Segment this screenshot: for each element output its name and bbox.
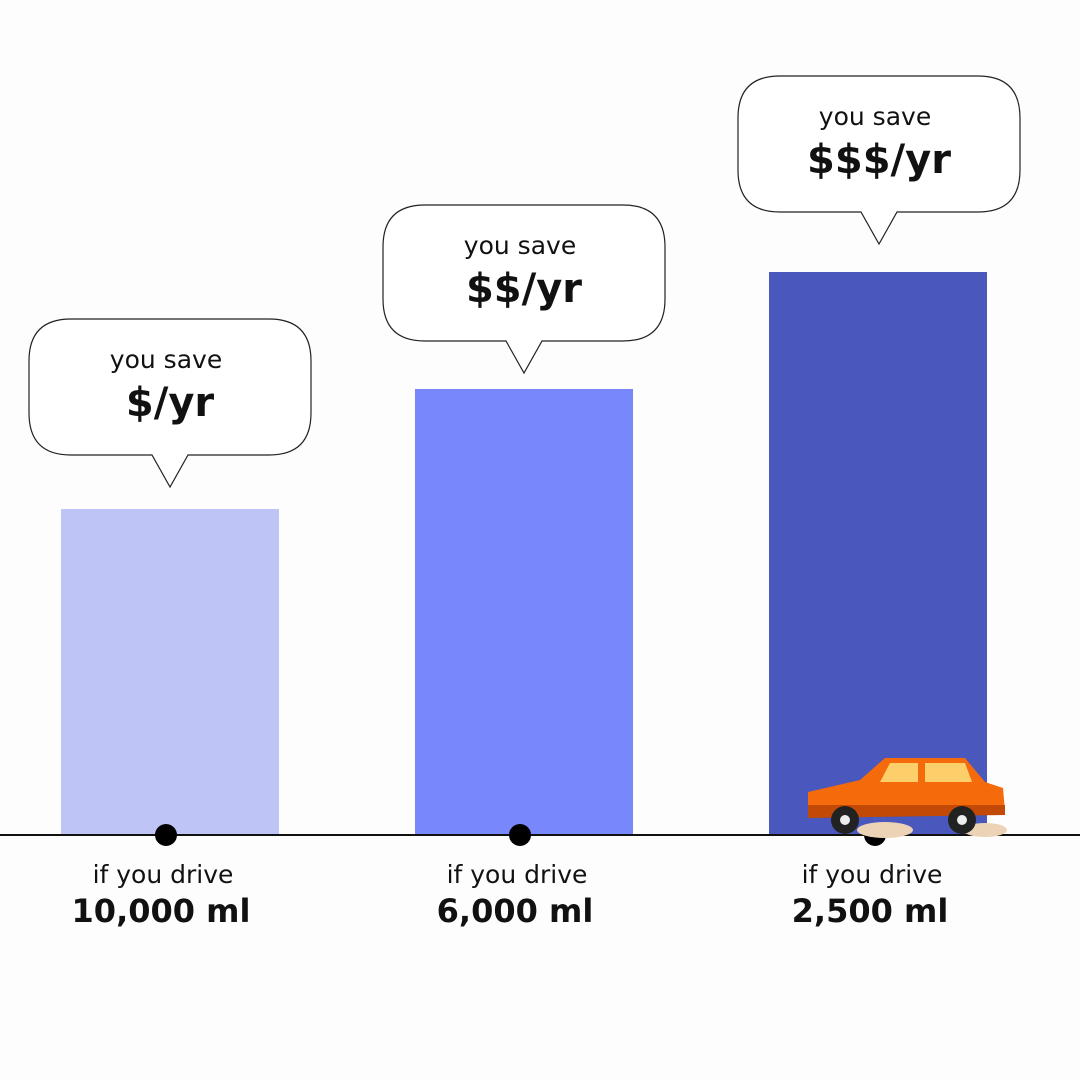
bar — [61, 509, 279, 835]
drive-label: if you drive — [802, 860, 943, 889]
hub — [957, 815, 967, 825]
bar — [415, 389, 633, 835]
speech-bubble — [737, 75, 1021, 246]
distance: 6,000 ml — [437, 892, 594, 930]
distance: 10,000 ml — [72, 892, 251, 930]
bubble-amount: $/yr — [126, 380, 215, 426]
bubble-top: you save — [110, 345, 222, 374]
drive-label: if you drive — [93, 860, 234, 889]
dot — [155, 824, 177, 846]
hub — [840, 815, 850, 825]
car-window — [880, 763, 918, 782]
dot — [509, 824, 531, 846]
drive-label: if you drive — [447, 860, 588, 889]
speech-bubble — [382, 204, 666, 375]
bubble-amount: $$/yr — [466, 266, 582, 312]
car — [808, 758, 1007, 838]
bar — [769, 272, 987, 835]
bubble-top: you save — [464, 231, 576, 260]
bubble-amount: $$$/yr — [807, 137, 951, 183]
dust — [857, 822, 913, 838]
speech-bubble — [28, 318, 312, 489]
car-window — [925, 763, 972, 782]
bubble-top: you save — [819, 102, 931, 131]
distance: 2,500 ml — [792, 892, 949, 930]
columns: you save $/yr if you drive 10,000 ml you sav… — [28, 75, 1021, 930]
